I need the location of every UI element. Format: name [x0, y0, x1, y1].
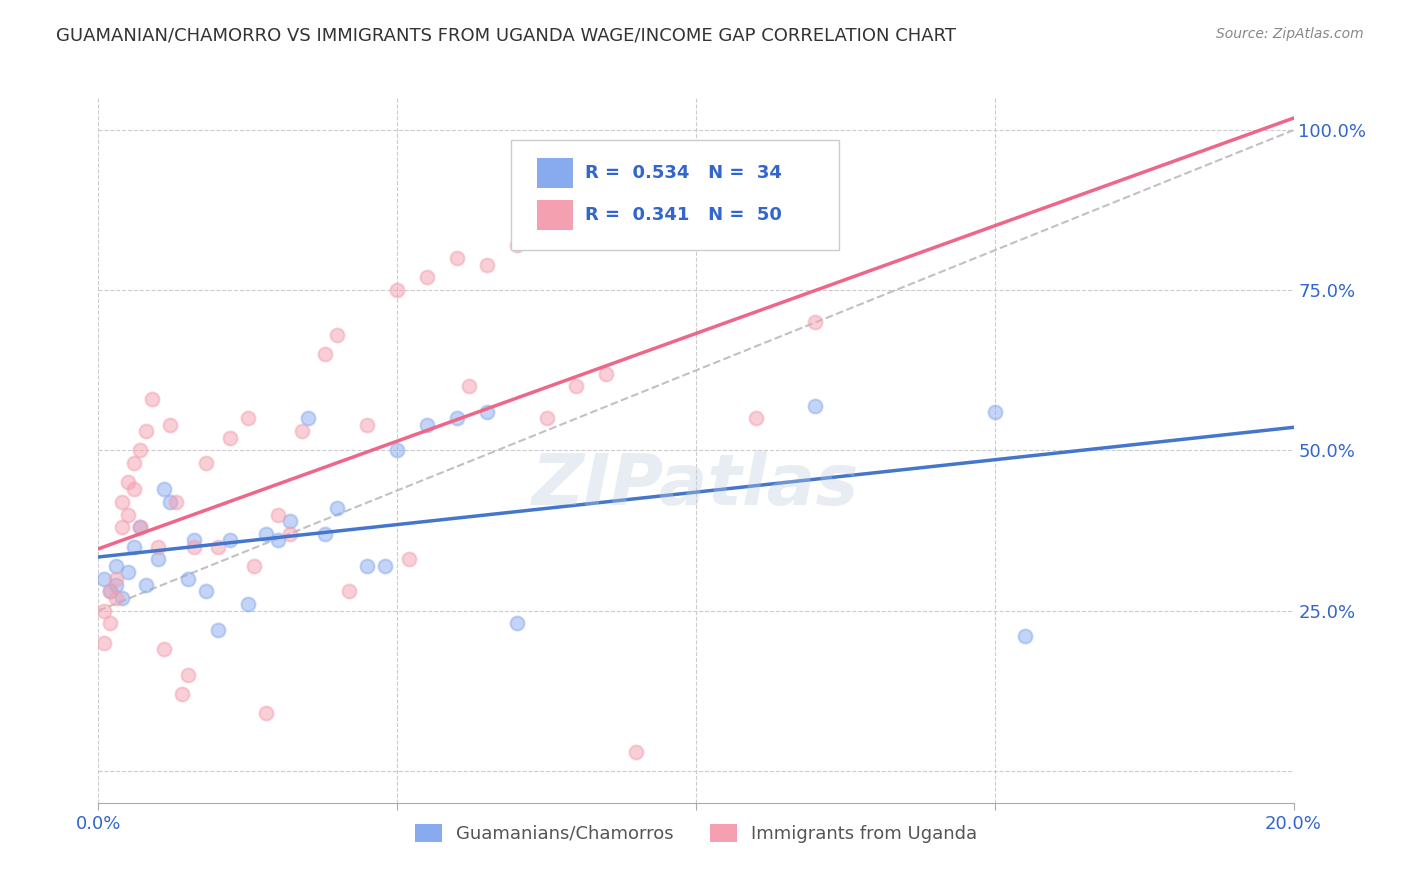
- Point: [117, 475, 139, 490]
- Point: [153, 482, 176, 496]
- Point: [398, 552, 420, 566]
- Point: [236, 597, 259, 611]
- FancyBboxPatch shape: [537, 158, 572, 187]
- Text: GUAMANIAN/CHAMORRO VS IMMIGRANTS FROM UGANDA WAGE/INCOME GAP CORRELATION CHART: GUAMANIAN/CHAMORRO VS IMMIGRANTS FROM UG…: [56, 27, 956, 45]
- Point: [243, 558, 266, 573]
- Point: [129, 520, 152, 534]
- Point: [356, 417, 378, 432]
- Point: [984, 405, 1007, 419]
- Point: [117, 508, 139, 522]
- Point: [315, 526, 337, 541]
- Point: [297, 411, 319, 425]
- Point: [105, 558, 128, 573]
- Point: [195, 456, 218, 470]
- Point: [129, 520, 152, 534]
- Point: [153, 642, 176, 657]
- Point: [1014, 629, 1036, 643]
- Point: [267, 508, 290, 522]
- Point: [105, 591, 128, 605]
- Point: [254, 706, 277, 720]
- Point: [339, 584, 361, 599]
- Point: [219, 431, 242, 445]
- Point: [278, 514, 301, 528]
- Point: [506, 238, 529, 252]
- Point: [458, 379, 481, 393]
- Point: [236, 411, 259, 425]
- Point: [416, 270, 439, 285]
- Point: [536, 411, 558, 425]
- Point: [475, 405, 498, 419]
- Point: [183, 533, 205, 548]
- Point: [291, 424, 314, 438]
- Point: [804, 399, 827, 413]
- Point: [111, 520, 134, 534]
- Point: [326, 328, 349, 343]
- Point: [98, 616, 122, 631]
- Point: [446, 252, 468, 266]
- Point: [129, 443, 152, 458]
- Point: [111, 494, 134, 508]
- Text: Source: ZipAtlas.com: Source: ZipAtlas.com: [1216, 27, 1364, 41]
- Point: [207, 540, 229, 554]
- Point: [326, 501, 349, 516]
- Point: [195, 584, 218, 599]
- Point: [267, 533, 290, 548]
- Point: [177, 667, 200, 681]
- Point: [98, 584, 122, 599]
- Point: [207, 623, 229, 637]
- Point: [506, 616, 529, 631]
- Point: [135, 424, 157, 438]
- Point: [315, 347, 337, 361]
- Point: [124, 482, 146, 496]
- Point: [98, 584, 122, 599]
- Point: [159, 417, 181, 432]
- Point: [93, 604, 115, 618]
- Point: [356, 558, 378, 573]
- FancyBboxPatch shape: [510, 140, 839, 250]
- Point: [117, 565, 139, 579]
- Point: [278, 526, 301, 541]
- Point: [177, 572, 200, 586]
- Point: [446, 411, 468, 425]
- Point: [219, 533, 242, 548]
- Point: [254, 526, 277, 541]
- Point: [565, 379, 588, 393]
- Point: [93, 635, 115, 649]
- Point: [105, 578, 128, 592]
- Point: [124, 456, 146, 470]
- Point: [374, 558, 396, 573]
- Text: R =  0.534   N =  34: R = 0.534 N = 34: [585, 164, 782, 182]
- Point: [595, 367, 617, 381]
- Point: [475, 258, 498, 272]
- Point: [804, 315, 827, 329]
- Point: [159, 494, 181, 508]
- Point: [105, 572, 128, 586]
- Point: [172, 687, 194, 701]
- Point: [385, 283, 409, 297]
- Point: [745, 411, 768, 425]
- Point: [148, 552, 170, 566]
- Point: [141, 392, 163, 407]
- Point: [148, 540, 170, 554]
- Point: [385, 443, 409, 458]
- Point: [685, 155, 707, 169]
- Point: [416, 417, 439, 432]
- Point: [124, 540, 146, 554]
- Point: [111, 591, 134, 605]
- Point: [93, 572, 115, 586]
- Point: [626, 745, 648, 759]
- FancyBboxPatch shape: [537, 201, 572, 230]
- Point: [183, 540, 205, 554]
- Legend: Guamanians/Chamorros, Immigrants from Uganda: Guamanians/Chamorros, Immigrants from Ug…: [408, 816, 984, 850]
- Text: ZIPatlas: ZIPatlas: [533, 451, 859, 520]
- Point: [135, 578, 157, 592]
- Point: [165, 494, 187, 508]
- Text: R =  0.341   N =  50: R = 0.341 N = 50: [585, 206, 782, 224]
